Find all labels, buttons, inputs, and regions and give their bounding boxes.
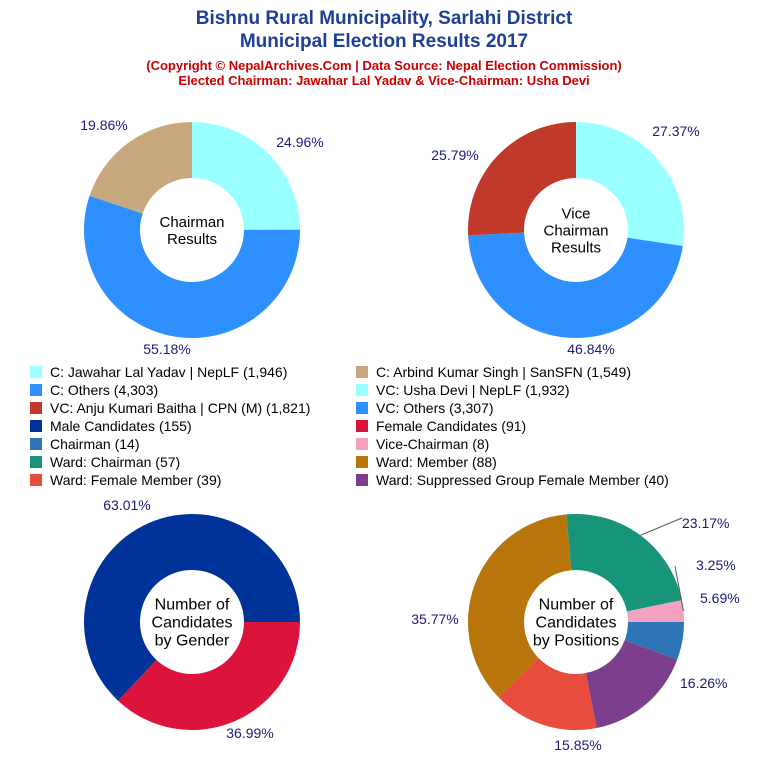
- legend-swatch: [356, 474, 368, 486]
- percent-label: 24.96%: [276, 134, 323, 150]
- legend-swatch: [356, 438, 368, 450]
- percent-label: 36.99%: [226, 725, 273, 741]
- pie-slice: [585, 640, 678, 729]
- legend-label: C: Others (4,303): [50, 382, 158, 398]
- legend-label: VC: Usha Devi | NepLF (1,932): [376, 382, 570, 398]
- legend-swatch: [30, 402, 42, 414]
- donut-center-label: Results: [551, 239, 601, 256]
- pie-slice: [468, 514, 572, 697]
- legend-swatch: [30, 420, 42, 432]
- chart-title-line1: Bishnu Rural Municipality, Sarlahi Distr…: [195, 8, 573, 29]
- legend-label: Ward: Chairman (57): [50, 454, 180, 470]
- percent-label: 63.01%: [103, 497, 150, 513]
- donut-center-label: by Gender: [155, 633, 230, 650]
- pie-slice: [83, 195, 300, 338]
- pie-slice: [118, 622, 301, 730]
- legend-label: Vice-Chairman (8): [376, 436, 489, 452]
- percent-label: 23.17%: [682, 515, 729, 531]
- legend-label: Ward: Suppressed Group Female Member (40…: [376, 472, 669, 488]
- donut-center-label: Results: [167, 231, 217, 248]
- legend-swatch: [30, 456, 42, 468]
- legend-label: VC: Anju Kumari Baitha | CPN (M) (1,821): [50, 400, 310, 416]
- pie-slice: [467, 122, 576, 236]
- pie-slice: [89, 122, 192, 214]
- donut-center-label: Number of: [539, 597, 614, 614]
- pie-slice: [468, 232, 683, 338]
- legend-swatch: [356, 366, 368, 378]
- legend-label: Female Candidates (91): [376, 418, 526, 434]
- pie-slice: [626, 600, 684, 622]
- percent-label: 3.25%: [696, 557, 736, 573]
- legend-swatch: [30, 438, 42, 450]
- percent-label: 19.86%: [80, 117, 127, 133]
- pie-slice: [624, 622, 684, 660]
- legend-label: Male Candidates (155): [50, 418, 192, 434]
- donut-center-label: Chairman: [159, 214, 224, 231]
- pie-slice: [566, 514, 682, 612]
- donut-center-label: Candidates: [152, 615, 233, 632]
- donut-center-label: Chairman: [543, 222, 608, 239]
- legend-swatch: [30, 366, 42, 378]
- legend-label: VC: Others (3,307): [376, 400, 494, 416]
- legend-swatch: [356, 456, 368, 468]
- leader-line: [640, 517, 683, 536]
- pie-slice: [192, 122, 300, 230]
- donut-center-label: Candidates: [536, 615, 617, 632]
- pie-slice: [576, 122, 684, 246]
- legend-label: C: Jawahar Lal Yadav | NepLF (1,946): [50, 364, 287, 380]
- percent-label: 5.69%: [700, 590, 740, 606]
- percent-label: 16.26%: [680, 675, 727, 691]
- legend-label: Chairman (14): [50, 436, 139, 452]
- pie-slice: [84, 514, 300, 701]
- percent-label: 55.18%: [143, 341, 190, 357]
- copyright-text: (Copyright © NepalArchives.Com | Data So…: [146, 58, 622, 73]
- elected-text: Elected Chairman: Jawahar Lal Yadav & Vi…: [178, 73, 590, 88]
- donut-center-label: Vice: [562, 205, 591, 222]
- legend-swatch: [356, 384, 368, 396]
- leader-line: [674, 565, 684, 612]
- percent-label: 35.77%: [411, 611, 458, 627]
- legend-swatch: [30, 384, 42, 396]
- legend-label: C: Arbind Kumar Singh | SanSFN (1,549): [376, 364, 631, 380]
- legend-swatch: [356, 420, 368, 432]
- percent-label: 27.37%: [652, 123, 699, 139]
- legend-swatch: [356, 402, 368, 414]
- chart-title-line2: Municipal Election Results 2017: [239, 31, 529, 52]
- legend-label: Ward: Female Member (39): [50, 472, 221, 488]
- donut-center-label: by Positions: [533, 633, 619, 650]
- legend-swatch: [30, 474, 42, 486]
- legend-label: Ward: Member (88): [376, 454, 497, 470]
- percent-label: 46.84%: [567, 341, 614, 357]
- percent-label: 15.85%: [554, 737, 601, 753]
- percent-label: 25.79%: [431, 147, 478, 163]
- legend: C: Jawahar Lal Yadav | NepLF (1,946) C: A…: [30, 364, 669, 488]
- positions-donut: 5.69% 16.26% 15.85% 35.77% 23.17% 3.25% Number…: [411, 514, 740, 753]
- donut-center-label: Number of: [155, 597, 230, 614]
- pie-slice: [498, 658, 597, 730]
